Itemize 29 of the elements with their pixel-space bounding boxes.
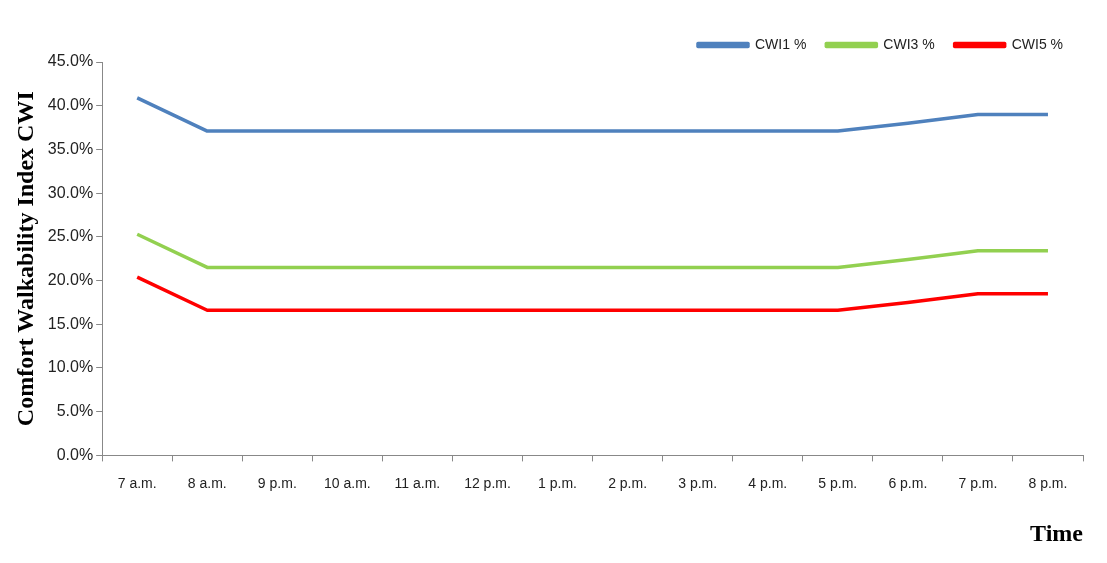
x-tick-label: 7 p.m. xyxy=(958,474,998,491)
x-tick-label: 4 p.m. xyxy=(748,474,788,491)
legend-label: CWI1 % xyxy=(754,35,807,52)
y-tick-label: 15.0% xyxy=(47,314,94,332)
x-tick-label: 2 p.m. xyxy=(608,474,648,491)
x-tick-label: 8 p.m. xyxy=(1028,474,1068,491)
x-tick-label: 10 a.m. xyxy=(324,474,371,491)
x-tick-label: 7 a.m. xyxy=(117,474,157,491)
y-tick-label: 5.0% xyxy=(56,402,94,420)
y-tick-label: 0.0% xyxy=(56,445,94,463)
y-tick-label: 10.0% xyxy=(47,358,94,376)
y-tick-label: 25.0% xyxy=(47,227,94,245)
x-tick-label: 11 a.m. xyxy=(394,474,441,491)
x-tick-label: 5 p.m. xyxy=(818,474,858,491)
y-axis-title: Comfort Walkability Index CWI xyxy=(11,91,38,427)
x-axis-title: Time xyxy=(1030,519,1084,546)
y-tick-label: 40.0% xyxy=(47,96,94,114)
y-tick-label: 30.0% xyxy=(47,183,94,201)
legend-label: CWI3 % xyxy=(883,35,935,52)
legend-label: CWI5 % xyxy=(1011,35,1064,52)
x-tick-label: 9 p.m. xyxy=(257,474,297,491)
x-tick-label: 8 a.m. xyxy=(187,474,227,491)
x-tick-label: 12 p.m. xyxy=(464,474,511,491)
x-tick-label: 6 p.m. xyxy=(888,474,928,491)
y-tick-label: 35.0% xyxy=(47,139,94,157)
x-tick-label: 1 p.m. xyxy=(538,474,578,491)
x-tick-label: 3 p.m. xyxy=(678,474,718,491)
y-tick-label: 45.0% xyxy=(47,52,94,70)
y-tick-label: 20.0% xyxy=(47,270,94,288)
